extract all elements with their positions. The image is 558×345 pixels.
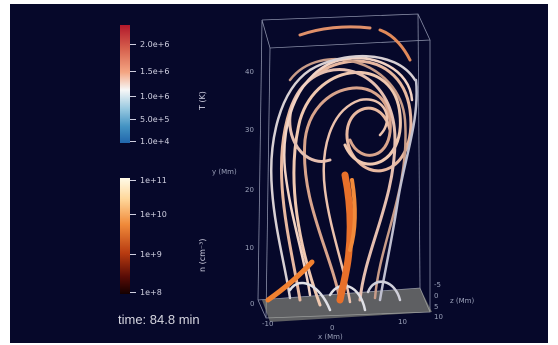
depth-axis-tick: 0	[434, 292, 439, 300]
vertical-axis-tick: 30	[245, 126, 254, 134]
density-colorbar-label: n (cm⁻³)	[198, 238, 207, 272]
temperature-colorbar	[120, 25, 130, 143]
vertical-axis-label: y (Mm)	[212, 168, 237, 176]
vertical-axis-tick: 40	[245, 68, 254, 76]
temperature-colorbar-label: T (K)	[198, 91, 207, 110]
depth-axis-tick: 5	[434, 303, 439, 311]
x-axis-tick: -10	[262, 320, 274, 328]
x-axis-label: x (Mm)	[318, 333, 343, 341]
depth-axis-label: z (Mm)	[450, 297, 475, 305]
density-colorbar	[120, 178, 130, 294]
density-tick: 1e+11	[130, 176, 167, 185]
photosphere-plane	[262, 288, 432, 322]
x-axis-tick: 10	[398, 318, 407, 326]
temp-tick: 2.0e+6	[130, 40, 169, 49]
plasma-filament	[265, 171, 357, 304]
temp-tick: 1.0e+6	[130, 92, 169, 101]
temp-tick: 5.0e+5	[130, 115, 169, 124]
vertical-axis-tick: 20	[245, 186, 254, 194]
density-tick: 1e+10	[130, 210, 167, 219]
density-tick: 1e+9	[130, 250, 162, 259]
x-axis-tick: 0	[330, 324, 335, 332]
time-readout: time: 84.8 min	[118, 312, 200, 327]
depth-axis-tick: -5	[434, 281, 441, 289]
temp-tick: 1.5e+6	[130, 67, 169, 76]
density-tick: 1e+8	[130, 288, 162, 297]
temp-tick: 1.0e+4	[130, 137, 169, 146]
visualization-panel	[10, 4, 548, 343]
vertical-axis-tick: 0	[250, 300, 255, 308]
field-lines	[270, 25, 418, 312]
depth-axis-tick: 10	[434, 313, 443, 321]
vertical-axis-tick: 10	[245, 244, 254, 252]
